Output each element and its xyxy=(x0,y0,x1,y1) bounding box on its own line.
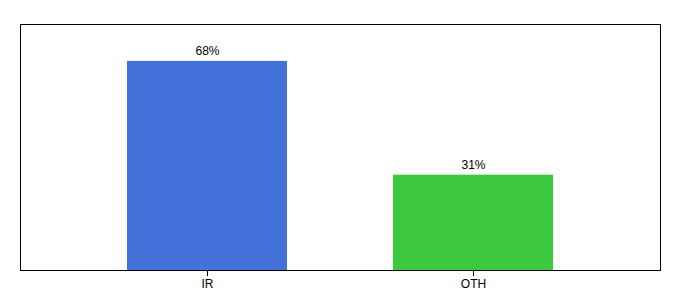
svg-text:OTH: OTH xyxy=(461,277,486,291)
svg-text:31%: 31% xyxy=(461,158,485,172)
svg-text:68%: 68% xyxy=(195,44,219,58)
svg-text:IR: IR xyxy=(202,277,214,291)
